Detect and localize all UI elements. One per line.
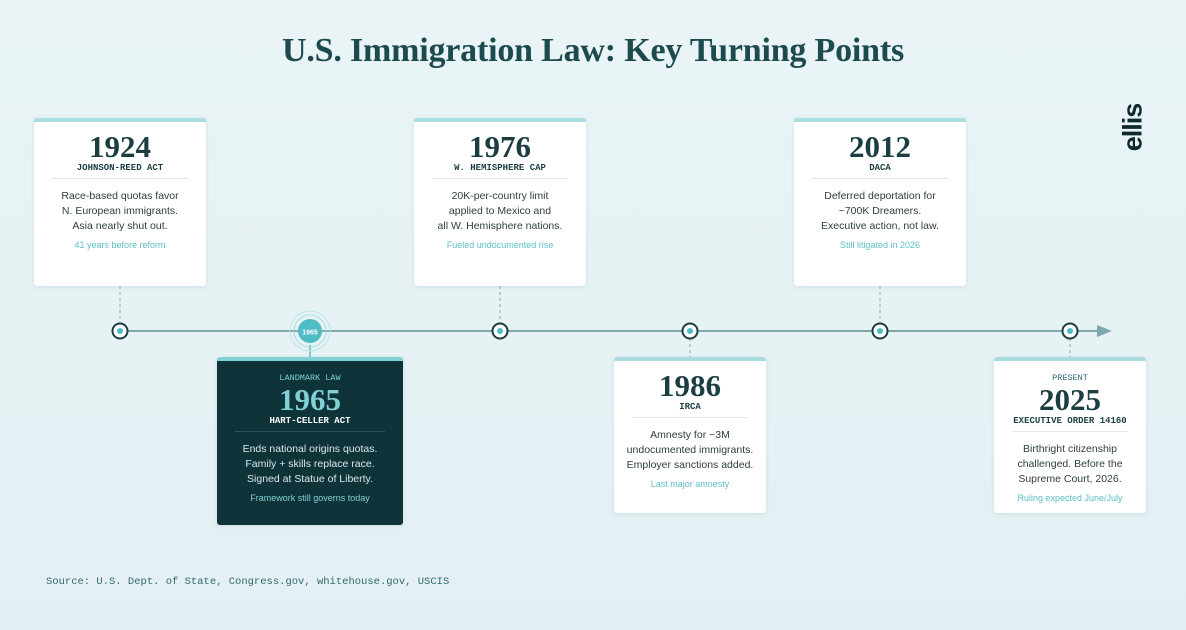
divider bbox=[812, 178, 948, 179]
event-card: 1924 JOHNSON-REED ACT Race-based quotas fa… bbox=[34, 118, 206, 286]
event-tag: PRESENT bbox=[1052, 373, 1088, 383]
event-description: Deferred deportation for ~700K Dreamers. E… bbox=[794, 189, 966, 234]
event-note: Fueled undocumented rise bbox=[446, 240, 554, 250]
event-label: EXECUTIVE ORDER 14160 bbox=[1013, 416, 1127, 426]
description-line: challenged. Before the bbox=[1017, 458, 1123, 470]
event-description: 20K-per-country limit applied to Mexico a… bbox=[414, 189, 586, 234]
description-line: N. European immigrants. bbox=[61, 205, 179, 217]
timeline-arrow bbox=[1097, 325, 1112, 337]
description-line: Birthright citizenship bbox=[1023, 443, 1117, 455]
event-note: Ruling expected June/July bbox=[1017, 493, 1123, 503]
event-year: 1965 bbox=[279, 382, 341, 417]
description-line: Amnesty for ~3M bbox=[650, 429, 730, 441]
event-description: Birthright citizenship challenged. Before… bbox=[994, 442, 1146, 487]
event-note: 41 years before reform bbox=[74, 240, 166, 250]
description-line: Deferred deportation for bbox=[824, 190, 936, 202]
node-dot bbox=[687, 328, 693, 334]
event-note: Last major amnesty bbox=[650, 479, 730, 489]
description-line: Family + skills replace race. bbox=[245, 458, 375, 470]
event-description: Amnesty for ~3M undocumented immigrants. E… bbox=[614, 428, 766, 473]
event-card: 2012 DACA Deferred deportation for ~700K Dr… bbox=[794, 118, 966, 286]
description-line: ~700K Dreamers. bbox=[838, 205, 922, 217]
divider bbox=[1012, 431, 1128, 432]
event-card: 1986 IRCA Amnesty for ~3M undocumented immi… bbox=[614, 357, 766, 513]
description-line: Ends national origins quotas. bbox=[242, 443, 378, 455]
description-line: Employer sanctions added. bbox=[626, 459, 754, 471]
description-line: Supreme Court, 2026. bbox=[1018, 473, 1122, 485]
node-halo bbox=[293, 314, 327, 348]
node-highlight bbox=[298, 319, 322, 343]
title: U.S. Immigration Law: Key Turning Points bbox=[281, 32, 905, 69]
description-line: Signed at Statue of Liberty. bbox=[247, 473, 373, 485]
node-dot bbox=[117, 328, 123, 334]
divider bbox=[235, 431, 385, 432]
event-description: Ends national origins quotas. Family + sk… bbox=[217, 442, 403, 487]
event-year: 1986 bbox=[659, 368, 721, 403]
description-line: all W. Hemisphere nations. bbox=[437, 220, 563, 232]
event-card: PRESENT 2025 EXECUTIVE ORDER 14160 Birthrig… bbox=[994, 357, 1146, 513]
description-line: undocumented immigrants. bbox=[626, 444, 754, 456]
event-description: Race-based quotas favor N. European immig… bbox=[34, 189, 206, 234]
node-dot bbox=[1067, 328, 1073, 334]
event-tag: LANDMARK LAW bbox=[279, 373, 341, 383]
event-note: Framework still governs today bbox=[250, 493, 370, 503]
event-year: 2025 bbox=[1039, 382, 1101, 417]
event-year: 2012 bbox=[849, 129, 911, 164]
node-dot bbox=[497, 328, 503, 334]
description-line: Race-based quotas favor bbox=[61, 190, 179, 202]
event-card: 1976 W. HEMISPHERE CAP 20K-per-country lim… bbox=[414, 118, 586, 286]
event-label: IRCA bbox=[679, 402, 701, 412]
description-line: 20K-per-country limit bbox=[451, 190, 549, 202]
event-label: DACA bbox=[869, 163, 891, 173]
event-label: HART-CELLER ACT bbox=[269, 416, 351, 426]
description-line: Asia nearly shut out. bbox=[72, 220, 168, 232]
event-year: 1976 bbox=[469, 129, 531, 164]
divider bbox=[432, 178, 568, 179]
node-halo bbox=[289, 310, 331, 352]
event-note: Still litigated in 2026 bbox=[839, 240, 921, 250]
event-year: 1924 bbox=[89, 129, 151, 164]
event-label: JOHNSON-REED ACT bbox=[76, 163, 164, 173]
divider bbox=[632, 417, 748, 418]
divider bbox=[52, 178, 188, 179]
event-label: W. HEMISPHERE CAP bbox=[454, 163, 546, 173]
node-dot bbox=[877, 328, 883, 334]
description-line: Executive action, not law. bbox=[821, 220, 939, 232]
event-card: LANDMARK LAW 1965 HART-CELLER ACT Ends nati… bbox=[217, 357, 403, 525]
source: Source: U.S. Dept. of State, Congress.go… bbox=[46, 576, 450, 588]
node-label: 1965 bbox=[302, 330, 318, 337]
description-line: applied to Mexico and bbox=[448, 205, 552, 217]
